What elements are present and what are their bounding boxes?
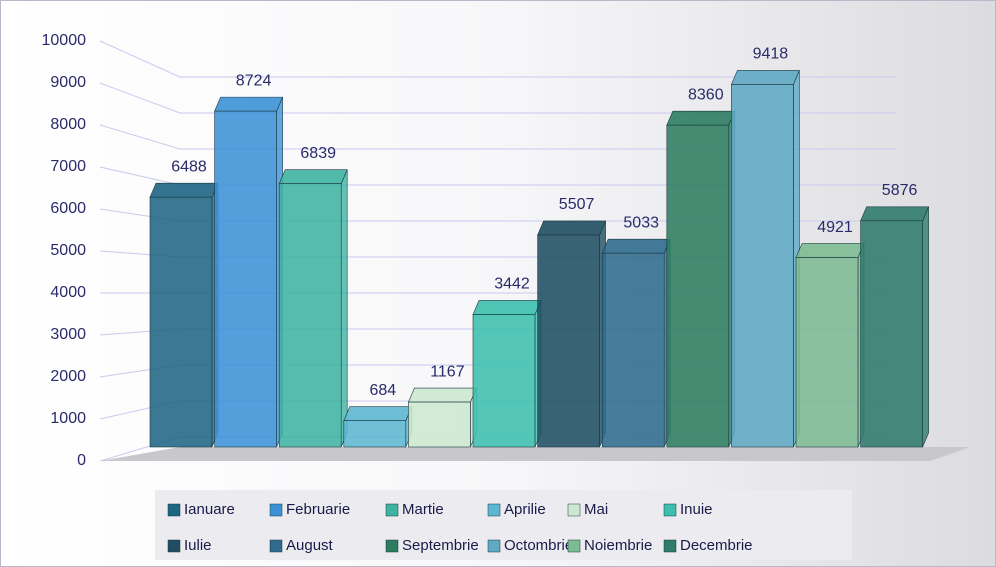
y-tick-label: 5000 [50,242,86,259]
legend-label: Mai [584,501,608,518]
legend-swatch [269,539,283,553]
bar-front [472,314,536,448]
legend-label: Noiembrie [584,537,652,554]
data-label: 4921 [817,219,853,236]
y-tick-label: 2000 [50,368,86,385]
bar-top [795,243,865,258]
bar-top [407,387,477,403]
data-label: 5507 [559,196,595,213]
bar-front [214,110,277,448]
bar-front [731,84,794,448]
legend-label: Aprilie [504,501,546,518]
y-tick-label: 9000 [50,74,86,91]
legend-swatch [663,539,677,553]
bar-front [795,257,859,448]
data-label: 8724 [236,72,272,89]
bar-side [340,169,348,448]
bar-front [601,252,665,448]
bar-front [408,401,471,448]
bar-front [278,183,342,448]
bar-front [343,420,407,448]
legend-label: Februarie [286,501,350,518]
y-tick-label: 3000 [50,326,86,343]
bar [343,406,413,448]
data-label: 6488 [171,158,207,175]
legend-swatch [567,539,581,553]
bar [730,70,800,448]
bar-front [537,234,600,448]
y-tick-label: 7000 [50,158,86,175]
floor [100,447,970,461]
bar [601,238,671,448]
data-label: 8360 [688,86,724,103]
bar-top [730,70,800,85]
legend-label: Ianuare [184,501,235,518]
bar-top [214,96,284,112]
y-tick-label: 6000 [50,200,86,217]
data-label: 5876 [882,182,918,199]
bar [795,243,865,448]
legend-swatch [385,539,399,553]
bar-top [666,110,736,126]
bar-top [860,206,930,222]
y-tick-label: 0 [77,452,86,469]
bar-front [860,220,923,448]
legend-swatch [567,503,581,517]
bar-top [537,220,607,236]
bar [407,387,477,448]
bar [149,182,219,448]
y-tick-label: 4000 [50,284,86,301]
bar-top [472,300,542,315]
legend-label: Septembrie [402,537,479,554]
bar-front [149,196,213,448]
legend-swatch [167,503,181,517]
legend-label: Inuie [680,501,713,518]
data-label: 5033 [623,214,659,231]
y-tick-label: 10000 [42,32,87,49]
data-label: 3442 [494,276,530,293]
y-tick-label: 8000 [50,116,86,133]
bar [214,96,284,448]
bar [472,300,542,448]
data-label: 1167 [430,363,465,380]
legend-swatch [487,539,501,553]
data-label: 9418 [753,46,789,63]
bar [278,169,348,448]
y-tick-label: 1000 [50,410,86,427]
legend-swatch [385,503,399,517]
legend-swatch [269,503,283,517]
legend-label: August [286,537,334,554]
bar [666,110,736,448]
legend-swatch [663,503,677,517]
bar-top [149,182,219,198]
legend-label: Martie [402,501,444,518]
bar [537,220,607,448]
legend-swatch [487,503,501,517]
legend-label: Octombrie [504,537,573,554]
grid-line [99,40,895,78]
legend-label: Decembrie [680,537,753,554]
grid-line [99,124,895,150]
data-label: 6839 [300,145,336,162]
bar [860,206,930,448]
bar-top [343,406,413,421]
data-label: 684 [369,382,396,399]
bar-top [278,169,348,184]
bar-front [666,124,730,448]
grid-line [99,82,895,114]
legend-label: Iulie [184,537,212,554]
legend-swatch [167,539,181,553]
bar-side [922,206,929,448]
bar-top [601,238,671,254]
